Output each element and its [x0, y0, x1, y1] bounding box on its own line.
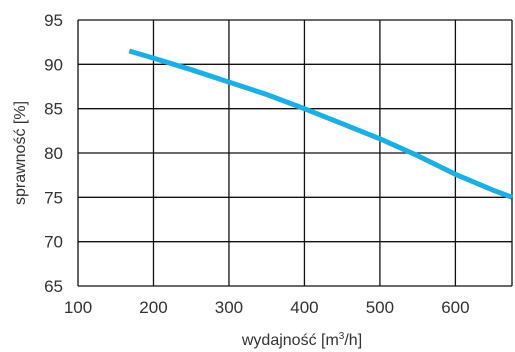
x-tick-label: 600 — [441, 298, 469, 317]
y-tick-label: 80 — [44, 144, 63, 163]
x-tick-label: 200 — [139, 298, 167, 317]
x-tick-label: 300 — [215, 298, 243, 317]
y-tick-label: 65 — [44, 277, 63, 296]
y-tick-label: 85 — [44, 100, 63, 119]
y-tick-label: 70 — [44, 233, 63, 252]
series-layer — [128, 48, 513, 200]
x-axis-label: wydajność [m3/h] — [241, 331, 362, 349]
x-tick-label: 500 — [366, 298, 394, 317]
x-tick-label: 100 — [64, 298, 92, 317]
x-tick-labels: 100 200 300 400 500 600 — [64, 298, 470, 317]
grid — [77, 19, 513, 287]
efficiency-series-line — [128, 48, 513, 200]
y-tick-label: 90 — [44, 55, 63, 74]
y-tick-labels: 95 90 85 80 75 70 65 — [44, 11, 63, 296]
y-tick-label: 75 — [44, 188, 63, 207]
y-tick-label: 95 — [44, 11, 63, 30]
x-tick-label: 400 — [290, 298, 318, 317]
y-axis-label: sprawność [%] — [12, 101, 29, 205]
